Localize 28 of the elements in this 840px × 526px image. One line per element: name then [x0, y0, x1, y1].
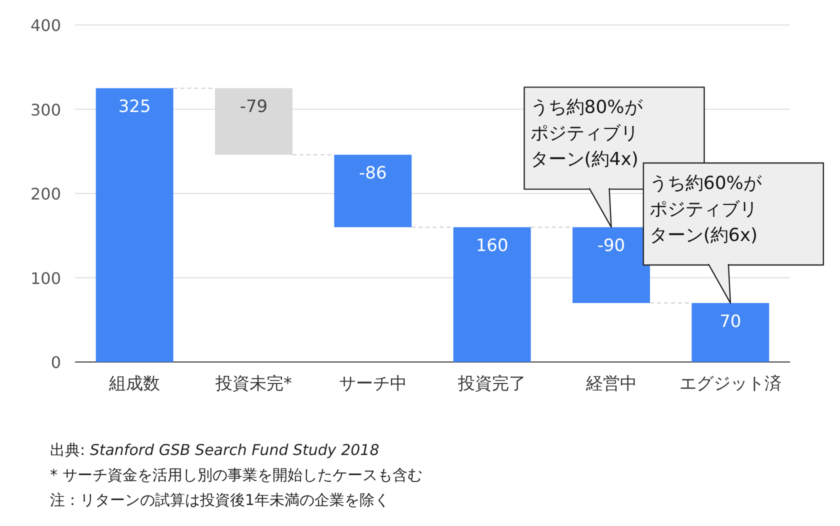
- y-tick-label: 100: [30, 268, 61, 288]
- data-label: -79: [240, 97, 268, 118]
- bar: [692, 303, 770, 362]
- y-tick-label: 200: [30, 184, 61, 204]
- source-note: 出典: Stanford GSB Search Fund Study 2018: [50, 441, 380, 459]
- x-tick-label: 投資完了: [457, 374, 526, 394]
- data-label: 70: [720, 312, 742, 332]
- annotation: うち約80%がポジティブリターン(約4x): [530, 97, 644, 170]
- data-label: 160: [476, 236, 508, 256]
- bar: [453, 227, 531, 362]
- data-label: -90: [597, 236, 626, 256]
- x-tick-label: 組成数: [108, 374, 160, 394]
- x-tick-label: 投資未完*: [214, 374, 292, 394]
- data-label: -86: [359, 164, 387, 184]
- callout: うち約60%がポジティブリターン(約6x): [642, 162, 824, 266]
- bar: [572, 227, 650, 304]
- bar: [334, 154, 412, 228]
- x-tick-label: 経営中: [584, 374, 637, 394]
- y-tick-label: 400: [30, 16, 61, 35]
- text: 注：リターンの試算は投資後1年未満の企業を除く: [50, 491, 390, 509]
- annotation: うち約60%がポジティブリターン(約6x): [649, 173, 762, 246]
- text: * サーチ資金を活用し別の事業を開始したケースも含む: [50, 466, 422, 484]
- y-tick-label: 0: [50, 353, 61, 372]
- x-tick-label: サーチ中: [338, 374, 407, 394]
- bar: [96, 88, 174, 362]
- x-tick-label: エグジット済: [679, 374, 782, 394]
- data-label: 325: [118, 97, 151, 118]
- y-tick-label: 300: [30, 100, 61, 120]
